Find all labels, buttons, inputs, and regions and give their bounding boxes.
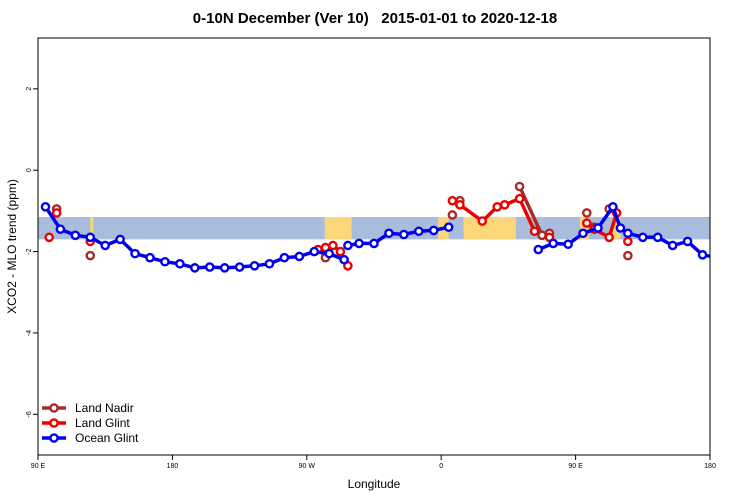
ocean-glint-point [578,228,588,239]
chart-title: 0-10N December (Ver 10) 2015-01-01 to 20… [192,10,558,27]
ocean-glint-point [354,238,364,249]
ocean-glint-point [369,238,379,249]
land-nadir-line [518,185,544,237]
ocean-glint-point [100,240,110,251]
plot-frame [37,37,711,456]
land-glint-point [529,226,540,237]
land-band [90,217,94,240]
y-axis-label: XCO2 - MLO trend (ppm) [5,179,19,314]
ocean-glint-point [145,252,155,263]
ocean-glint-point [160,256,170,267]
legend-land-glint-label: Land Glint [75,416,130,430]
land-nadir-point [537,230,547,241]
ocean-glint-point [339,254,349,265]
ocean-glint-point [533,244,544,255]
x-tick-label: 90 W [299,463,316,470]
ocean-glint-point [219,263,230,273]
land-glint-point [455,199,465,210]
ocean-glint-point [623,228,633,239]
ocean-glint-point [714,254,721,261]
land-glint-point [492,202,503,212]
x-tick-label: 180 [704,463,716,470]
land-band [580,217,590,240]
ocean-glint-point [615,223,626,233]
plot-area [38,181,736,273]
ocean-glint-point [204,262,215,272]
ocean-glint-point [294,251,305,262]
land-nadir-point [514,181,525,192]
ocean-glint-point [279,252,290,263]
land-glint-point [623,236,633,247]
land-glint-point [604,232,615,243]
y-tick-label: -6 [26,411,33,417]
ocean-glint-point [130,248,140,259]
land-glint-point [51,208,62,218]
x-tick-label: 180 [167,463,179,470]
ocean-glint-point [309,246,320,257]
ocean-glint-point [638,232,648,243]
ocean-glint-point [608,202,618,212]
land-glint-line [585,212,619,240]
land-glint-point [335,246,346,257]
legend-ocean-glint-marker [49,433,59,443]
land-glint-point [499,199,510,210]
x-axis-label: Longitude [348,477,401,491]
ocean-glint-point [324,248,335,259]
ocean-glint-point [652,232,663,243]
land-glint-point [44,232,55,243]
ocean-glint-point [85,232,96,243]
ocean-glint-point [70,230,81,241]
y-tick-label: 2 [26,87,33,91]
ocean-glint-point [384,228,394,239]
land-glint-point [514,193,525,204]
ocean-glint-point [40,202,51,212]
legend-land-nadir-marker [49,403,59,413]
y-tick-label: 0 [26,168,33,172]
legend-ocean-glint-label: Ocean Glint [75,431,139,445]
ocean-glint-point [343,240,353,251]
ocean-glint-point [189,263,200,273]
land-nadir-point [85,250,96,261]
ocean-glint-point [115,234,125,245]
y-tick-label: -4 [26,330,33,336]
land-band [324,217,352,240]
x-tick-label: 90 E [568,463,583,470]
ocean-glint-point [729,258,736,265]
legend-land-nadir-label: Land Nadir [75,401,134,415]
land-glint-point [477,216,488,226]
ocean-glint-point [682,236,693,247]
x-tick-label: 90 E [31,463,46,470]
y-tick-label: -2 [26,248,33,254]
land-glint-point [447,195,458,206]
ocean-glint-point [399,229,409,240]
land-glint-point [582,218,592,228]
ocean-glint-point [264,258,275,269]
land-glint-point [328,240,338,251]
ocean-glint-point [667,240,678,251]
land-nadir-point [447,210,458,220]
x-tick-label: 0 [439,463,443,470]
ocean-glint-point [697,250,708,260]
ocean-glint-point [428,225,439,236]
ocean-glint-point [443,222,454,232]
ocean-glint-point [175,258,185,269]
ocean-glint-point [593,223,603,233]
ocean-glint-point [413,226,424,237]
ocean-glint-point [249,261,260,271]
land-band [463,217,516,240]
ocean-glint-point [548,238,559,249]
land-nadir-point [623,250,633,261]
ocean-glint-point [234,262,245,272]
legend-land-glint-marker [49,418,59,428]
ocean-glint-point [55,224,66,235]
land-nadir-point [582,208,592,218]
ocean-glint-point [563,239,573,250]
